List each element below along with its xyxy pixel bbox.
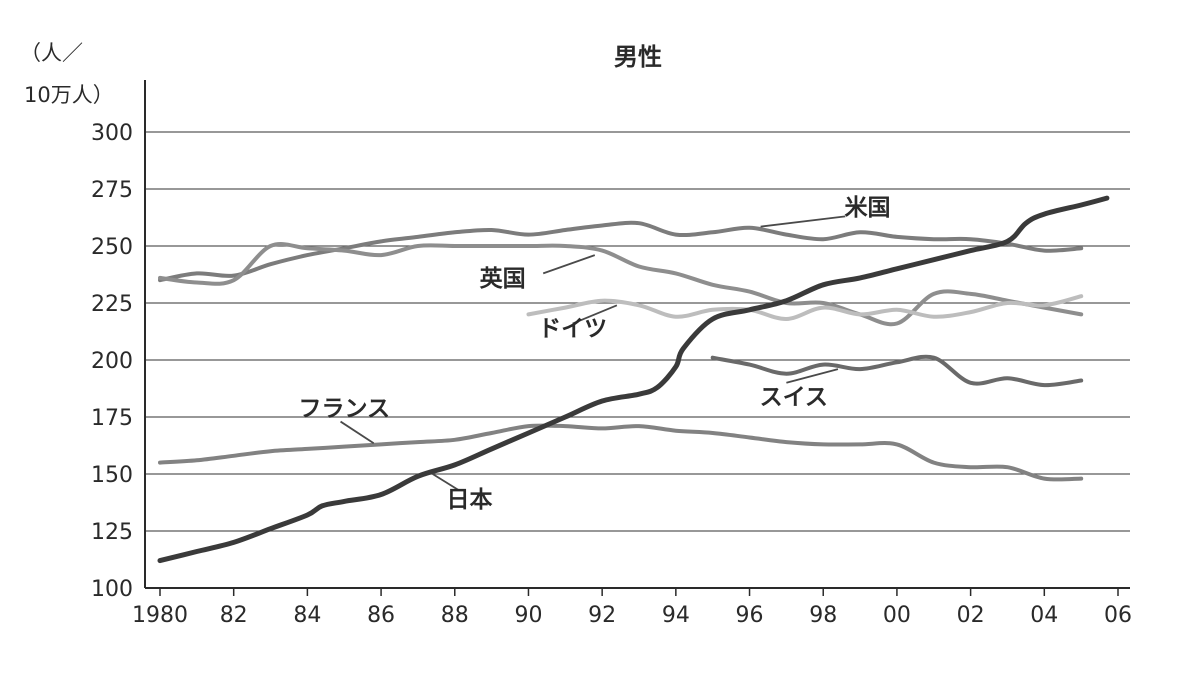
series-label-leader-japan: [432, 473, 459, 491]
series-line-usa: [158, 220, 1084, 283]
series-label-leader-uk: [542, 254, 596, 275]
y-tick-label: 100: [91, 577, 133, 602]
series-line-switzerland: [710, 354, 1084, 388]
x-tick-label: 86: [367, 603, 395, 628]
y-tick-label: 225: [91, 292, 133, 317]
chart-title: 男性: [614, 43, 662, 71]
y-tick-label: 300: [91, 121, 133, 146]
y-tick-label: 150: [91, 463, 133, 488]
series-line-germany: [526, 294, 1084, 322]
series-lines: [157, 195, 1110, 564]
series-label-uk: 英国: [480, 265, 526, 292]
y-tick-label: 125: [91, 520, 133, 545]
series-label-usa: 米国: [844, 195, 890, 221]
series-label-leader-germany: [572, 304, 618, 325]
series-label-switzerland: スイス: [760, 384, 828, 410]
x-tick-label: 92: [588, 603, 616, 628]
y-tick-label: 175: [91, 406, 133, 431]
x-tick-label: 04: [1030, 603, 1058, 628]
series-label-germany: ドイツ: [538, 316, 607, 342]
x-tick-label: 06: [1104, 603, 1132, 628]
grid-lines: [145, 131, 1130, 532]
series-label-leader-france: [340, 420, 375, 444]
y-tick-label: 275: [91, 178, 133, 203]
series-line-france: [158, 423, 1084, 482]
y-axis-unit-line-1: （人／: [20, 41, 83, 65]
axes: 100 125 150 175 200 225 250 275 300 1980 82 84 86 88 9…: [91, 80, 1132, 628]
x-tick-label: 84: [293, 603, 321, 628]
x-tick-label: 00: [883, 603, 911, 628]
series-label-japan: 日本: [447, 487, 493, 513]
x-tick-label: 90: [514, 603, 542, 628]
series-label-france: フランス: [298, 396, 390, 422]
series-label-leader-usa: [760, 215, 846, 228]
y-tick-label: 200: [91, 349, 133, 374]
x-tick-label: 94: [662, 603, 690, 628]
x-tick-label: 82: [220, 603, 248, 628]
x-tick-label: 02: [957, 603, 985, 628]
series-line-uk: [158, 242, 1084, 327]
x-tick-label: 1980: [132, 603, 188, 628]
y-tick-label: 250: [91, 235, 133, 260]
x-tick-label: 96: [736, 603, 764, 628]
x-tick-label: 98: [809, 603, 837, 628]
x-tick-label: 88: [441, 603, 469, 628]
series-line-japan: [157, 195, 1110, 564]
y-axis-unit-line-2: 10万人）: [24, 83, 114, 107]
series-label-leader-switzerland: [786, 368, 839, 384]
